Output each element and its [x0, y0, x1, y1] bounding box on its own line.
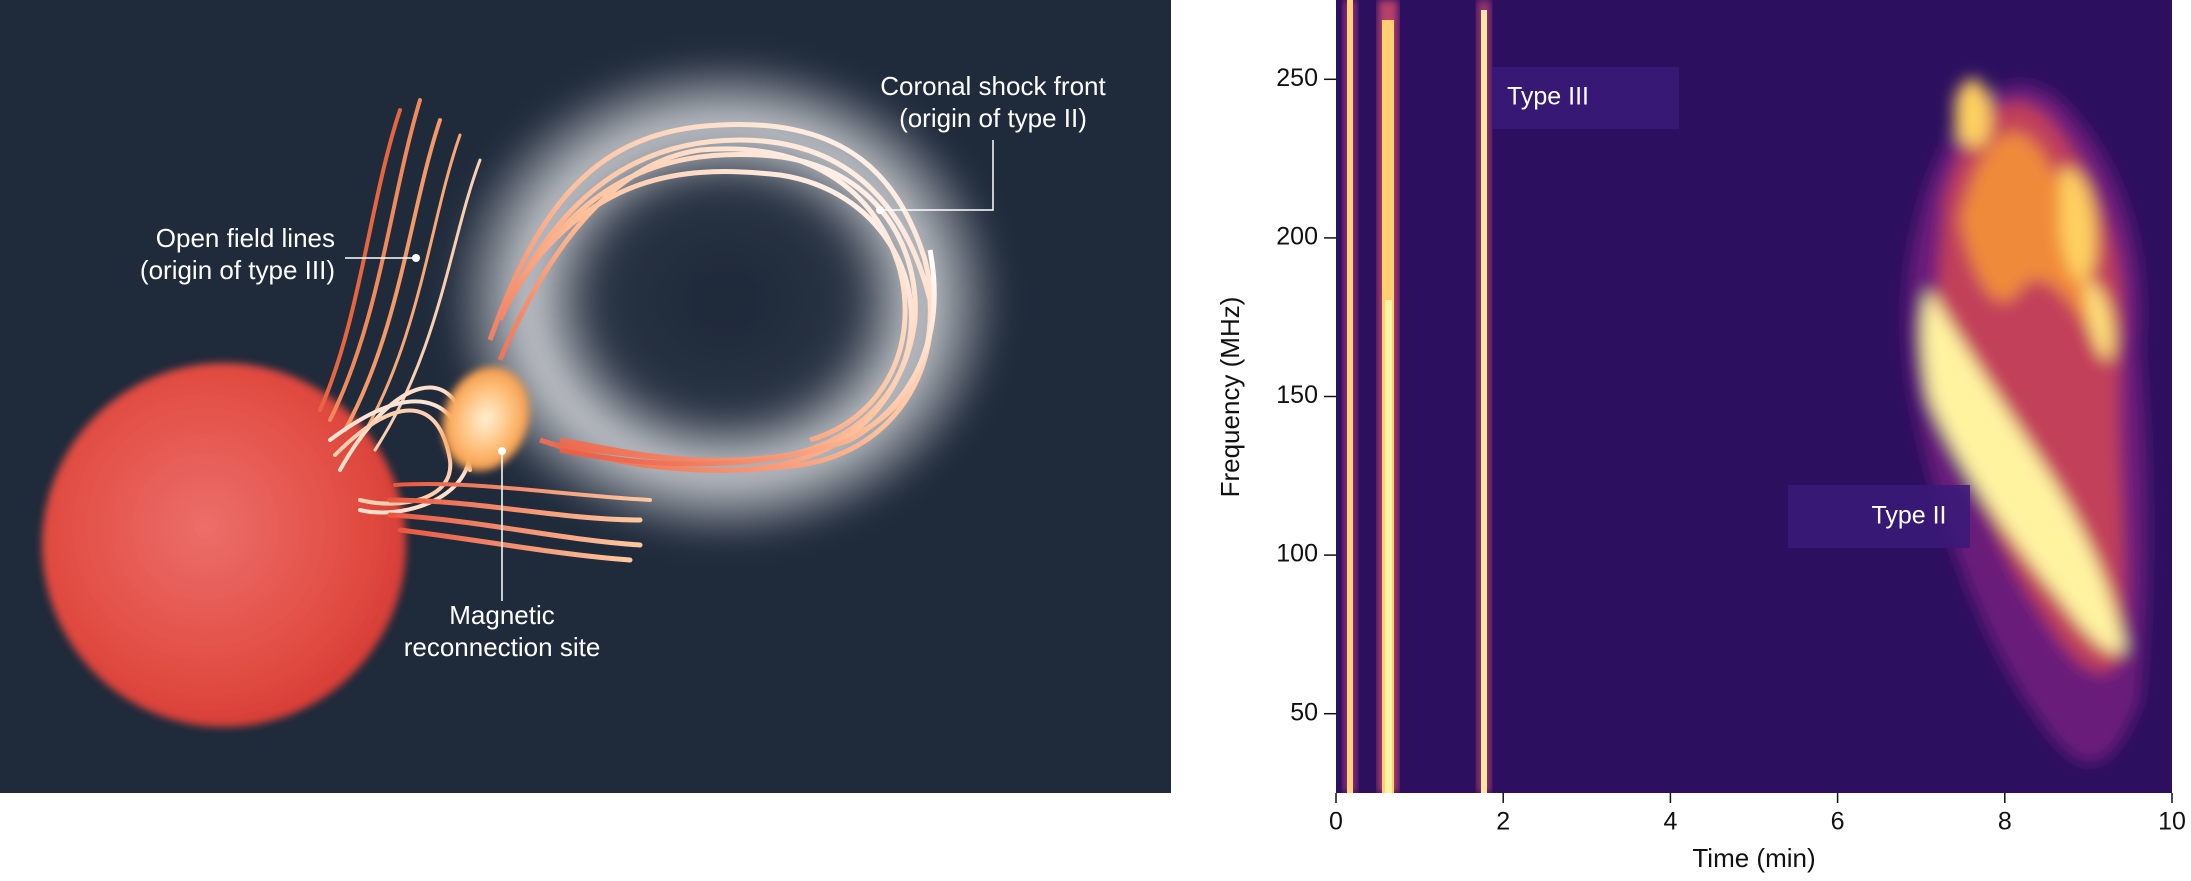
label-line: Open field lines: [156, 223, 335, 253]
annotation: Type II: [1871, 502, 1946, 530]
spectrogram-image: [1336, 0, 2172, 793]
y-tick-label: 250: [1276, 64, 1318, 92]
label-line: (origin of type II): [899, 103, 1087, 133]
label-line: reconnection site: [404, 632, 601, 662]
star: [42, 363, 406, 727]
annotation-box: [1788, 485, 1970, 548]
diagram: Open field lines (origin of type III) Co…: [0, 0, 1171, 793]
y-axis-label: Frequency (MHz): [1215, 297, 1245, 498]
x-tick-label: 6: [1831, 808, 1845, 836]
label-line: Magnetic: [449, 600, 555, 630]
y-tick-label: 200: [1276, 223, 1318, 251]
annotation: Type III: [1507, 83, 1589, 111]
leader-dots: [412, 206, 884, 455]
y-tick-label: 100: [1276, 540, 1318, 568]
annotation-box: [1492, 67, 1679, 129]
spectrogram: Type III Type II Time (min) Frequency (M…: [1215, 0, 2172, 873]
x-tick-label: 0: [1329, 808, 1343, 836]
y-tick-label: 150: [1276, 381, 1318, 409]
x-tick-label: 4: [1663, 808, 1677, 836]
label-line: Coronal shock front: [880, 71, 1106, 101]
open-field-lines-drawing: [318, 98, 652, 563]
x-axis-label: Time (min): [1692, 843, 1815, 873]
label-line: (origin of type III): [140, 255, 335, 285]
leader-lines: [345, 140, 994, 601]
reconnection-blob: [442, 367, 530, 471]
x-tick-label: 2: [1496, 808, 1510, 836]
x-tick-label: 10: [2158, 808, 2186, 836]
x-tick-label: 8: [1998, 808, 2012, 836]
shock-loops: [487, 121, 937, 473]
y-tick-label: 50: [1290, 698, 1318, 726]
